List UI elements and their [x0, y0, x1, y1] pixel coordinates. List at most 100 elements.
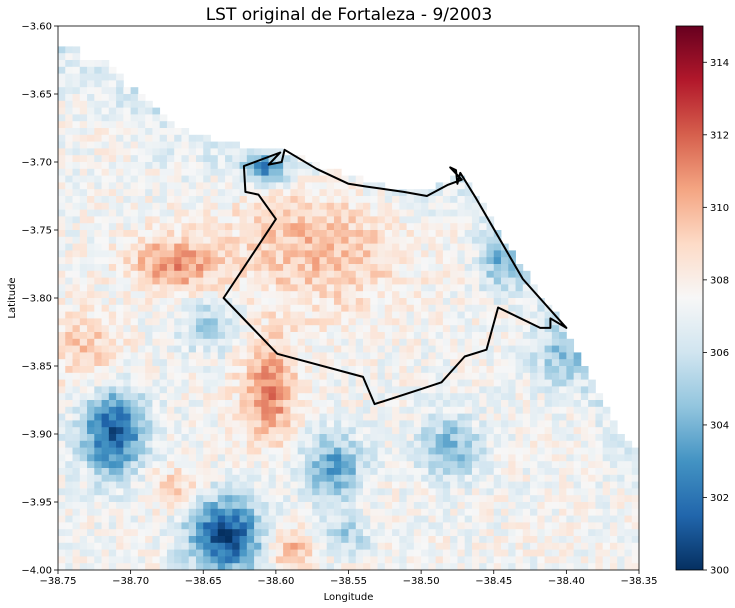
- heatmap-cell: [522, 461, 531, 469]
- heatmap-cell: [72, 134, 81, 142]
- heatmap-cell: [464, 413, 473, 421]
- heatmap-cell: [377, 400, 386, 408]
- heatmap-cell: [413, 325, 422, 333]
- heatmap-cell: [195, 202, 204, 210]
- heatmap-cell: [217, 318, 226, 326]
- heatmap-cell: [254, 366, 262, 374]
- heatmap-cell: [181, 563, 190, 571]
- heatmap-cell: [116, 338, 124, 346]
- heatmap-cell: [254, 284, 262, 292]
- heatmap-cell: [152, 250, 161, 258]
- heatmap-cell: [65, 502, 73, 510]
- heatmap-cell: [508, 434, 516, 442]
- heatmap-cell: [268, 454, 277, 462]
- heatmap-cell: [501, 474, 509, 482]
- heatmap-cell: [312, 427, 320, 435]
- heatmap-cell: [101, 366, 110, 374]
- heatmap-cell: [595, 481, 604, 489]
- heatmap-cell: [392, 230, 400, 238]
- heatmap-cell: [421, 481, 429, 489]
- heatmap-cell: [435, 434, 444, 442]
- heatmap-cell: [101, 80, 110, 88]
- heatmap-cell: [421, 563, 429, 571]
- heatmap-cell: [355, 264, 364, 272]
- heatmap-cell: [355, 175, 364, 183]
- heatmap-cell: [493, 332, 502, 340]
- heatmap-cell: [617, 481, 625, 489]
- heatmap-cell: [217, 243, 226, 251]
- heatmap-cell: [464, 508, 473, 516]
- heatmap-cell: [217, 304, 226, 312]
- heatmap-cell: [152, 264, 161, 272]
- heatmap-cell: [348, 488, 357, 496]
- heatmap-cell: [152, 563, 161, 571]
- heatmap-cell: [87, 461, 95, 469]
- heatmap-cell: [384, 515, 393, 523]
- heatmap-cell: [428, 529, 437, 537]
- heatmap-cell: [450, 400, 458, 408]
- heatmap-cell: [239, 495, 248, 503]
- heatmap-cell: [203, 366, 211, 374]
- heatmap-cell: [377, 454, 386, 462]
- heatmap-cell: [290, 304, 299, 312]
- heatmap-cell: [225, 474, 233, 482]
- heatmap-cell: [319, 175, 328, 183]
- heatmap-cell: [515, 393, 524, 401]
- heatmap-cell: [166, 141, 175, 149]
- heatmap-cell: [319, 393, 328, 401]
- heatmap-cell: [87, 481, 95, 489]
- heatmap-cell: [79, 114, 88, 122]
- heatmap-cell: [530, 454, 538, 462]
- heatmap-cell: [195, 454, 204, 462]
- heatmap-cell: [624, 447, 633, 455]
- heatmap-cell: [166, 121, 175, 129]
- heatmap-cell: [145, 366, 153, 374]
- heatmap-cell: [290, 250, 299, 258]
- heatmap-cell: [421, 345, 429, 353]
- heatmap-cell: [254, 502, 262, 510]
- heatmap-cell: [304, 168, 313, 176]
- heatmap-cell: [457, 182, 466, 190]
- heatmap-cell: [166, 427, 175, 435]
- heatmap-cell: [188, 270, 197, 278]
- heatmap-cell: [261, 461, 270, 469]
- heatmap-cell: [428, 386, 437, 394]
- heatmap-cell: [108, 73, 117, 81]
- heatmap-cell: [166, 420, 175, 428]
- heatmap-cell: [181, 311, 190, 319]
- heatmap-cell: [130, 223, 139, 231]
- heatmap-cell: [225, 311, 233, 319]
- heatmap-cell: [319, 230, 328, 238]
- heatmap-cell: [392, 196, 400, 204]
- heatmap-cell: [566, 474, 575, 482]
- heatmap-cell: [319, 270, 328, 278]
- heatmap-cell: [312, 304, 320, 312]
- heatmap-cell: [261, 325, 270, 333]
- heatmap-cell: [435, 223, 444, 231]
- heatmap-cell: [297, 325, 306, 333]
- heatmap-cell: [217, 284, 226, 292]
- heatmap-cell: [152, 386, 161, 394]
- heatmap-cell: [188, 325, 197, 333]
- heatmap-cell: [130, 230, 139, 238]
- heatmap-cell: [522, 495, 531, 503]
- heatmap-cell: [333, 495, 342, 503]
- heatmap-cell: [181, 243, 190, 251]
- heatmap-cell: [544, 447, 553, 455]
- heatmap-cell: [116, 80, 124, 88]
- heatmap-cell: [232, 366, 240, 374]
- heatmap-cell: [413, 270, 422, 278]
- heatmap-cell: [333, 352, 342, 360]
- heatmap-cell: [384, 189, 393, 197]
- heatmap-cell: [464, 372, 473, 380]
- heatmap-cell: [79, 298, 88, 306]
- y-axis-ticks: −3.60−3.65−3.70−3.75−3.80−3.85−3.90−3.95…: [21, 22, 58, 577]
- heatmap-cell: [58, 556, 66, 564]
- heatmap-cell: [312, 413, 320, 421]
- heatmap-cell: [312, 216, 320, 224]
- heatmap-cell: [275, 189, 284, 197]
- heatmap-cell: [312, 209, 320, 217]
- heatmap-cell: [174, 311, 182, 319]
- heatmap-cell: [159, 182, 168, 190]
- heatmap-cell: [566, 413, 575, 421]
